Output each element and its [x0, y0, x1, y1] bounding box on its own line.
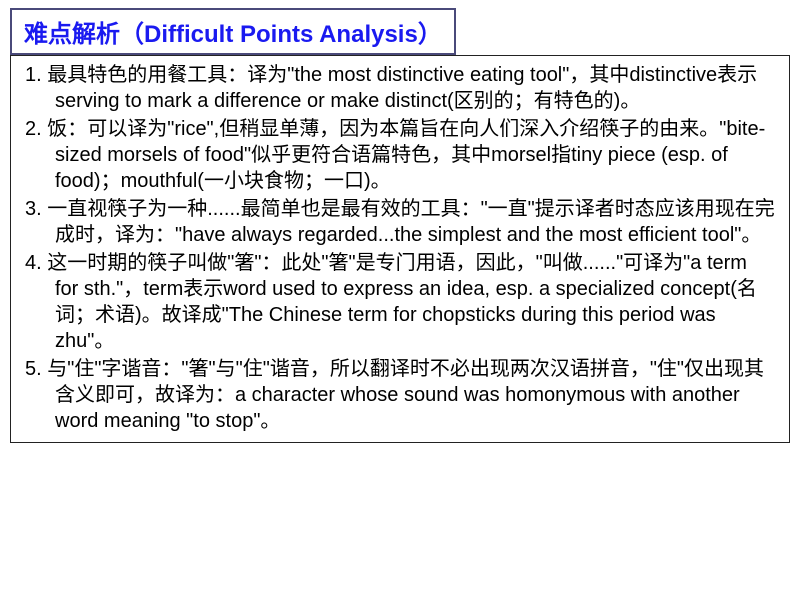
list-item: 5. 与"住"字谐音："箸"与"住"谐音，所以翻译时不必出现两次汉语拼音，"住"… [25, 356, 775, 434]
list-item: 1. 最具特色的用餐工具：译为"the most distinctive eat… [25, 62, 775, 114]
list-item: 2. 饭：可以译为"rice",但稍显单薄，因为本篇旨在向人们深入介绍筷子的由来… [25, 116, 775, 194]
title-box: 难点解析（Difficult Points Analysis） [10, 8, 456, 55]
list-item: 3. 一直视筷子为一种......最简单也是最有效的工具："一直"提示译者时态应… [25, 196, 775, 248]
page-title: 难点解析（Difficult Points Analysis） [24, 21, 442, 48]
list-item: 4. 这一时期的筷子叫做"箸"：此处"箸"是专门用语，因此，"叫做......"… [25, 250, 775, 354]
content-box: 1. 最具特色的用餐工具：译为"the most distinctive eat… [10, 55, 790, 443]
